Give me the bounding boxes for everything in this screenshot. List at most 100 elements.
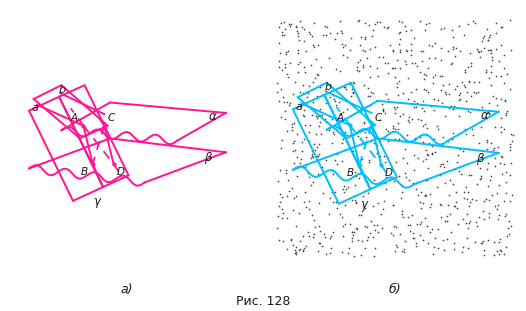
Point bbox=[456, 97, 464, 102]
Point bbox=[299, 100, 307, 105]
Point bbox=[285, 21, 293, 26]
Point bbox=[330, 157, 339, 162]
Point bbox=[399, 90, 408, 95]
Point bbox=[307, 182, 316, 187]
Point bbox=[464, 22, 472, 27]
Point bbox=[483, 166, 492, 171]
Point bbox=[288, 128, 296, 132]
Point bbox=[401, 47, 410, 52]
Point bbox=[389, 233, 397, 238]
Point bbox=[302, 95, 311, 100]
Point bbox=[441, 90, 449, 95]
Point bbox=[487, 141, 495, 146]
Point bbox=[501, 98, 509, 103]
Point bbox=[457, 171, 465, 176]
Point bbox=[476, 54, 484, 59]
Point bbox=[313, 72, 321, 77]
Point bbox=[323, 25, 331, 30]
Point bbox=[277, 21, 286, 26]
Point bbox=[409, 235, 417, 240]
Point bbox=[299, 113, 308, 118]
Point bbox=[441, 91, 450, 96]
Point bbox=[395, 137, 403, 142]
Point bbox=[460, 190, 469, 195]
Point bbox=[290, 138, 298, 143]
Point bbox=[389, 125, 397, 130]
Point bbox=[370, 140, 379, 145]
Point bbox=[462, 132, 471, 137]
Point bbox=[421, 192, 429, 197]
Point bbox=[422, 133, 430, 138]
Point bbox=[425, 55, 433, 60]
Point bbox=[330, 96, 338, 101]
Point bbox=[360, 49, 369, 53]
Point bbox=[466, 50, 474, 55]
Point bbox=[465, 203, 473, 208]
Point bbox=[362, 134, 370, 139]
Point bbox=[290, 160, 298, 165]
Point bbox=[287, 237, 295, 242]
Point bbox=[476, 177, 484, 182]
Point bbox=[363, 237, 372, 242]
Point bbox=[480, 247, 488, 252]
Point bbox=[308, 148, 316, 153]
Point bbox=[285, 189, 294, 194]
Point bbox=[471, 21, 479, 26]
Point bbox=[416, 232, 424, 237]
Point bbox=[369, 203, 378, 208]
Point bbox=[361, 130, 370, 135]
Point bbox=[286, 61, 294, 66]
Point bbox=[321, 117, 329, 122]
Point bbox=[298, 24, 306, 29]
Point bbox=[401, 58, 409, 63]
Point bbox=[381, 127, 390, 132]
Point bbox=[276, 145, 285, 150]
Point bbox=[412, 104, 421, 109]
Point bbox=[366, 63, 375, 68]
Point bbox=[424, 241, 432, 246]
Point bbox=[426, 192, 434, 197]
Point bbox=[477, 174, 485, 179]
Point bbox=[341, 130, 350, 135]
Point bbox=[419, 77, 428, 82]
Point bbox=[299, 90, 307, 95]
Point bbox=[369, 178, 378, 183]
Text: а): а) bbox=[120, 283, 133, 296]
Point bbox=[397, 196, 405, 201]
Point bbox=[320, 234, 329, 239]
Point bbox=[298, 139, 307, 144]
Point bbox=[366, 74, 375, 79]
Point bbox=[431, 41, 439, 46]
Point bbox=[429, 75, 438, 80]
Point bbox=[308, 154, 317, 159]
Point bbox=[371, 228, 379, 233]
Point bbox=[305, 139, 313, 144]
Point bbox=[298, 164, 306, 169]
Point bbox=[412, 241, 420, 246]
Point bbox=[420, 108, 429, 113]
Point bbox=[491, 74, 500, 79]
Point bbox=[278, 216, 286, 220]
Point bbox=[359, 193, 368, 198]
Point bbox=[355, 17, 363, 22]
Point bbox=[410, 105, 419, 110]
Point bbox=[354, 134, 362, 139]
Point bbox=[480, 216, 488, 221]
Point bbox=[395, 41, 403, 46]
Point bbox=[411, 135, 419, 140]
Point bbox=[338, 159, 347, 164]
Point bbox=[490, 240, 498, 245]
Point bbox=[329, 171, 338, 176]
Point bbox=[396, 48, 404, 53]
Point bbox=[393, 244, 401, 249]
Point bbox=[483, 26, 491, 31]
Point bbox=[400, 23, 409, 28]
Point bbox=[352, 174, 360, 179]
Point bbox=[311, 75, 319, 80]
Point bbox=[389, 202, 397, 207]
Point bbox=[322, 100, 331, 105]
Point bbox=[422, 87, 430, 92]
Point bbox=[348, 89, 357, 94]
Point bbox=[359, 63, 367, 67]
Point bbox=[310, 218, 318, 223]
